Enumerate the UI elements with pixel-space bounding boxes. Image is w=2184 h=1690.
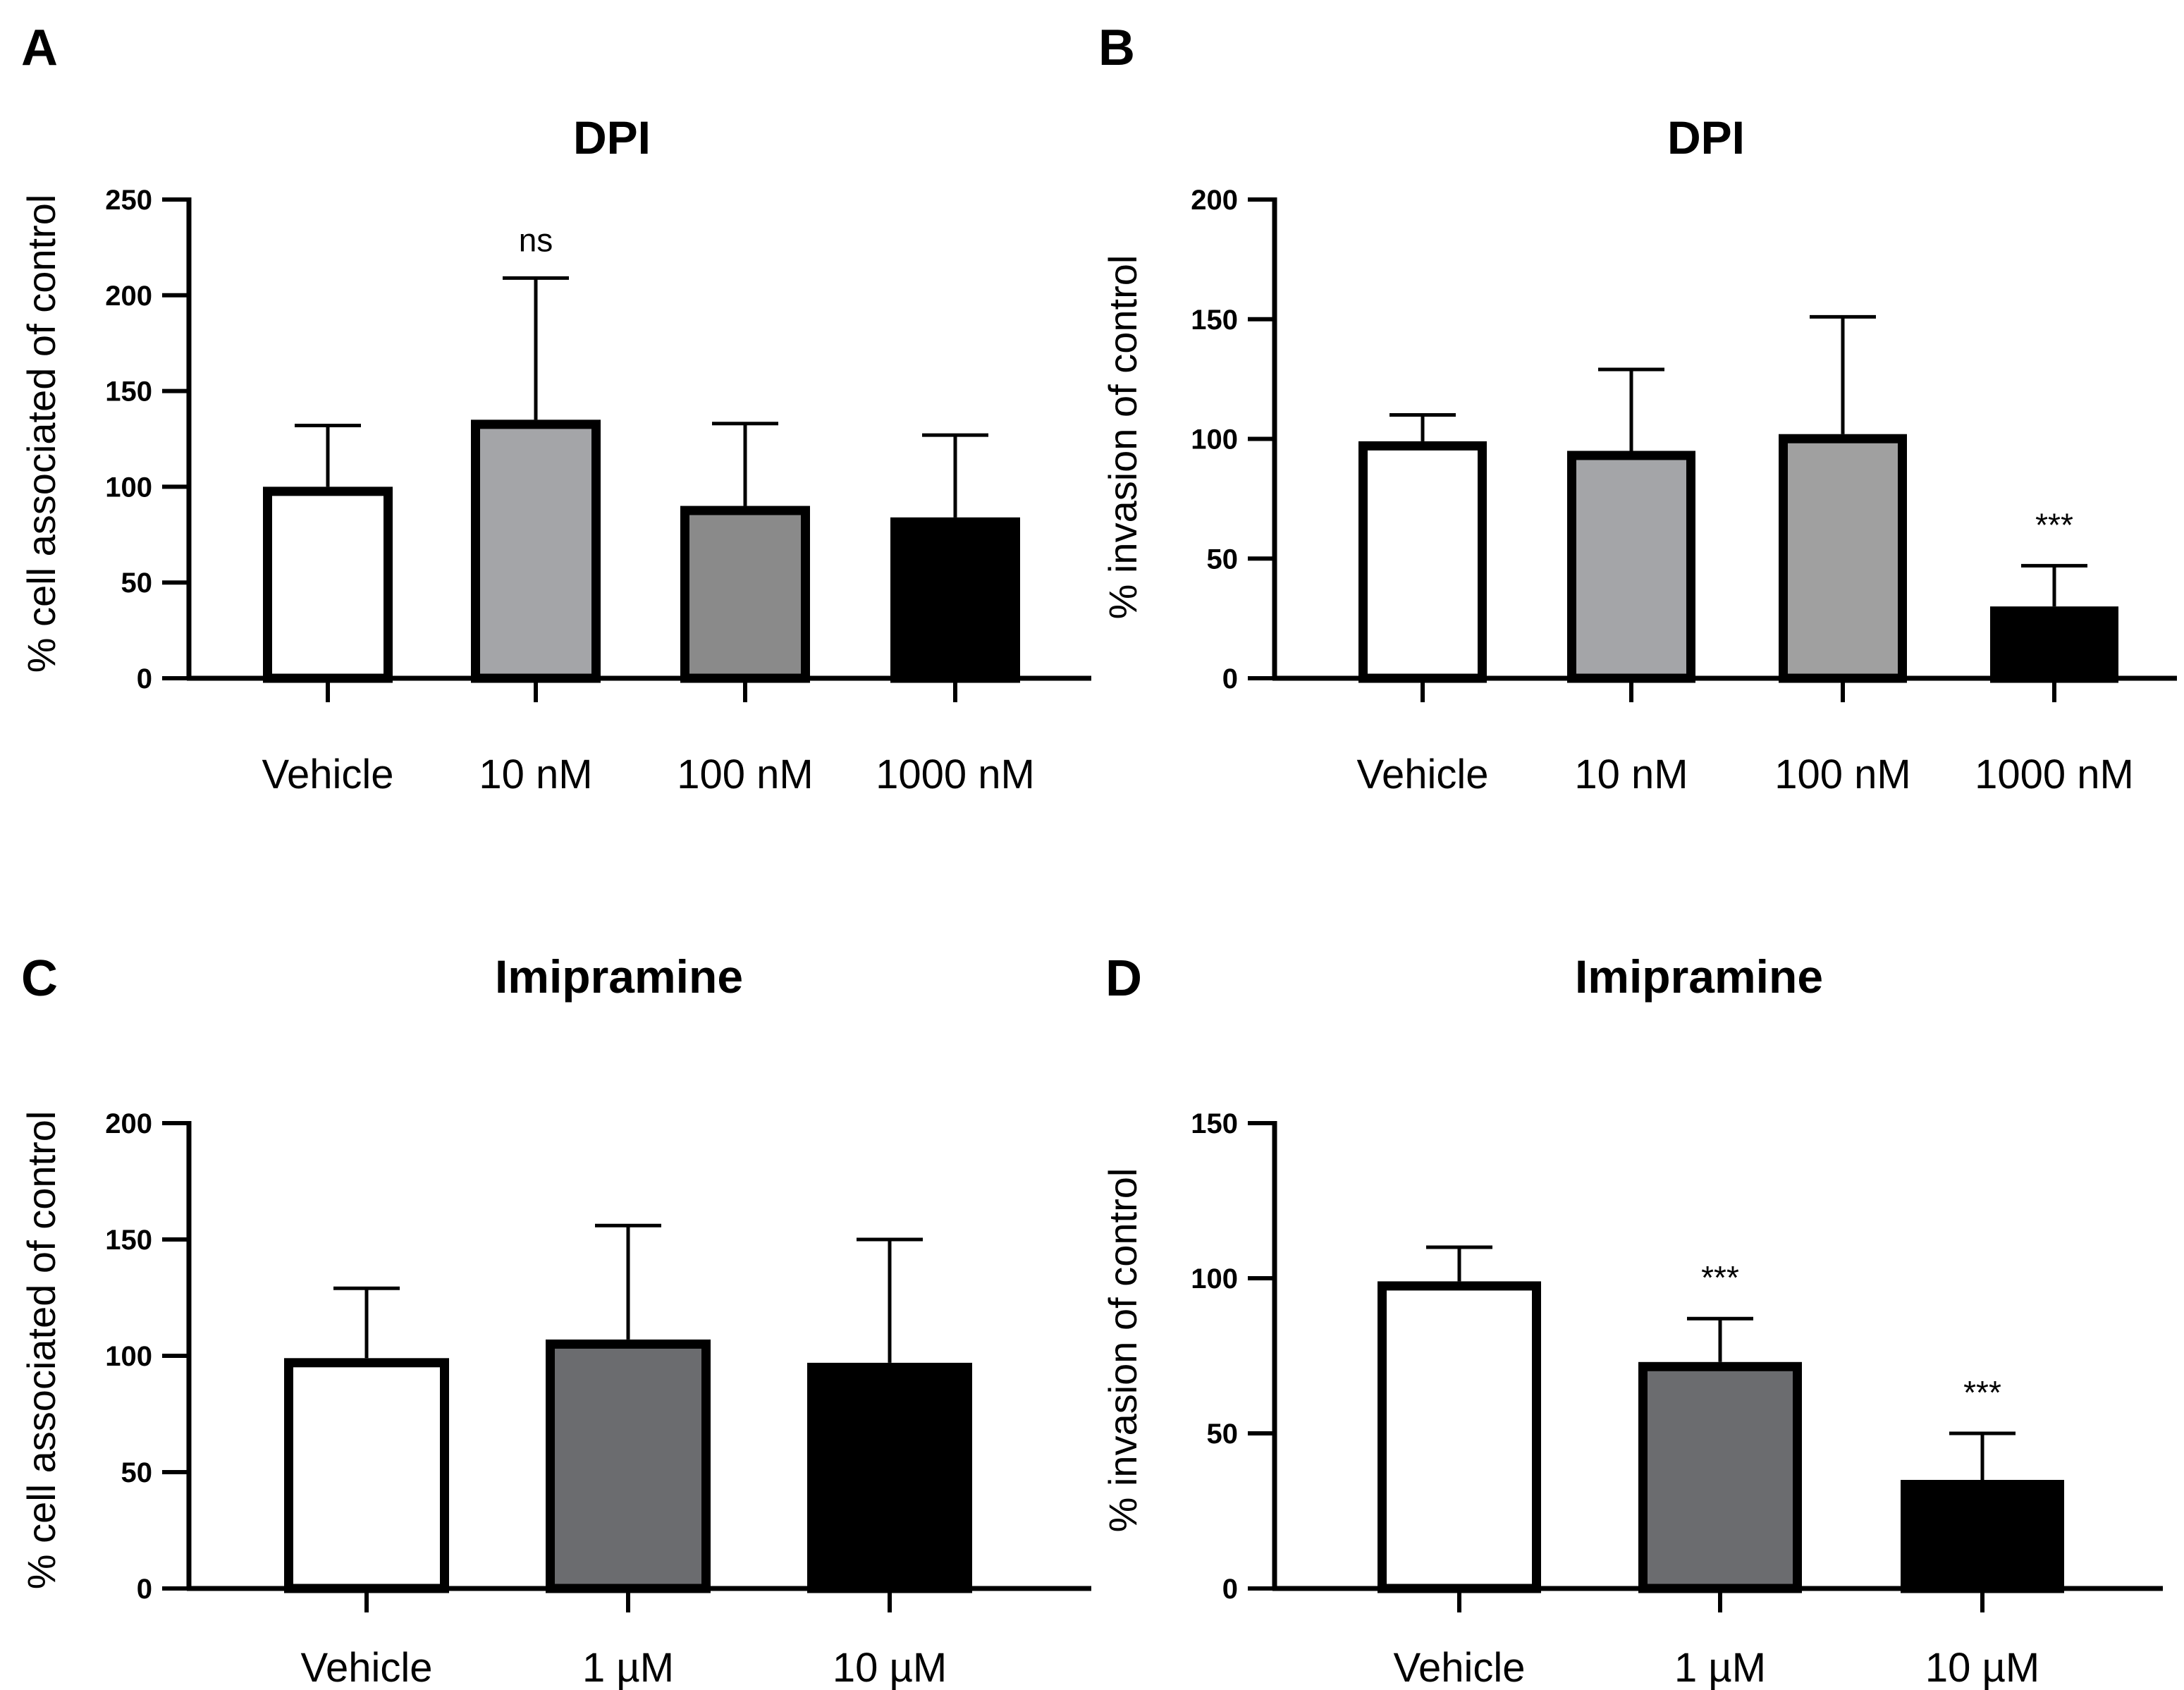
- bar: [890, 517, 1020, 683]
- panel-d-y-axis-label: % invasion of control: [1100, 1168, 1145, 1533]
- y-tick-label: 100: [1191, 424, 1238, 455]
- panel-b: B DPI % invasion of control 0 50 100 150 200…: [1098, 20, 2177, 797]
- y-tick-label: 200: [1191, 185, 1238, 216]
- x-tick-label: 10 µM: [833, 1645, 947, 1690]
- x-tick-label: 100 nM: [677, 752, 813, 797]
- panel-b-title: DPI: [1667, 111, 1745, 164]
- x-tick-label: 1 µM: [582, 1645, 674, 1690]
- panel-letter-d: D: [1105, 950, 1142, 1007]
- panel-d: D Imipramine % invasion of control 0 50 10…: [1100, 950, 2163, 1690]
- x-tick-label: Vehicle: [300, 1645, 432, 1690]
- x-tick-label: 100 nM: [1774, 752, 1910, 797]
- y-tick-label: 0: [137, 663, 152, 694]
- panel-d-title: Imipramine: [1575, 950, 1823, 1003]
- y-tick-label: 200: [105, 1108, 152, 1139]
- y-tick-label: 50: [1207, 544, 1239, 575]
- x-tick-label: Vehicle: [1356, 752, 1488, 797]
- bar: [807, 1362, 972, 1593]
- y-tick-label: 200: [105, 281, 152, 312]
- y-tick-label: 50: [121, 1457, 153, 1488]
- bar: [1567, 451, 1695, 683]
- bar: [1901, 1480, 2064, 1593]
- panel-a: A DPI % cell associated of control 0 50 10…: [19, 20, 1091, 797]
- x-tick-label: 10 nM: [1574, 752, 1688, 797]
- panel-c-plot: 0 50 100 150 200 Vehicle 1 µM 10 µM: [105, 1108, 1091, 1690]
- y-tick-label: 150: [105, 1225, 152, 1256]
- bar: [546, 1339, 711, 1593]
- y-tick-label: 50: [121, 568, 153, 599]
- panel-c-title: Imipramine: [495, 950, 743, 1003]
- y-tick-label: 0: [1222, 663, 1238, 694]
- panel-d-plot: 0 50 100 150 Vehicle 1 µM *** 10 µM ***: [1191, 1108, 2163, 1690]
- bar: [263, 486, 393, 683]
- panel-letter-a: A: [21, 20, 58, 76]
- bar: [284, 1358, 449, 1593]
- x-tick-label: Vehicle: [262, 752, 393, 797]
- panel-a-y-axis-label: % cell associated of control: [19, 195, 63, 673]
- bar: [1779, 434, 1907, 683]
- bar: [1378, 1281, 1541, 1593]
- significance-label: ***: [2035, 506, 2073, 543]
- x-tick-label: 1000 nM: [876, 752, 1035, 797]
- bar: [1638, 1361, 1802, 1593]
- x-tick-label: 10 nM: [479, 752, 592, 797]
- panel-letter-b: B: [1098, 20, 1135, 76]
- panel-a-plot: 0 50 100 150 200 250 Vehicle 10 nM ns 100 nM 1000 …: [105, 185, 1091, 797]
- panel-b-y-axis-label: % invasion of control: [1100, 255, 1145, 620]
- panel-b-plot: 0 50 100 150 200 Vehicle 10 nM 100 nM 1000 nM ***: [1191, 185, 2177, 797]
- y-tick-label: 100: [105, 1341, 152, 1372]
- significance-label: ns: [519, 221, 553, 258]
- y-tick-label: 0: [1222, 1574, 1238, 1605]
- bar: [1990, 606, 2118, 683]
- x-tick-label: 10 µM: [1925, 1645, 2039, 1690]
- x-tick-label: Vehicle: [1393, 1645, 1525, 1690]
- y-tick-label: 150: [1191, 305, 1238, 336]
- y-tick-label: 150: [1191, 1108, 1238, 1139]
- y-tick-label: 150: [105, 376, 152, 408]
- panel-c: C Imipramine % cell associated of contro…: [19, 950, 1091, 1690]
- y-tick-label: 50: [1207, 1419, 1239, 1450]
- x-tick-label: 1 µM: [1674, 1645, 1766, 1690]
- panel-letter-c: C: [21, 950, 58, 1007]
- panel-a-title: DPI: [573, 111, 651, 164]
- bar: [680, 506, 810, 683]
- y-tick-label: 100: [105, 472, 152, 503]
- panel-c-y-axis-label: % cell associated of control: [19, 1111, 63, 1590]
- y-tick-label: 250: [105, 185, 152, 216]
- x-tick-label: 1000 nM: [1975, 752, 2134, 797]
- significance-label: ***: [1963, 1374, 2001, 1411]
- y-tick-label: 100: [1191, 1263, 1238, 1294]
- bar: [1358, 441, 1487, 683]
- significance-label: ***: [1701, 1259, 1739, 1296]
- bar: [471, 420, 601, 683]
- y-tick-label: 0: [137, 1574, 152, 1605]
